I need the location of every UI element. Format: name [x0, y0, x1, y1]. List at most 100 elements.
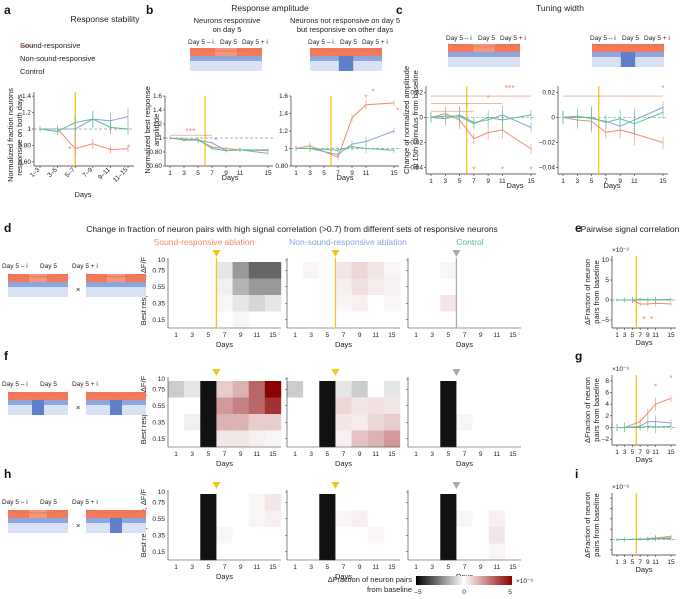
- heatmap-f-2-cell: [504, 414, 522, 431]
- heatmap-h-0-cell: [248, 543, 266, 561]
- plot-c2-xtick-label: 11: [631, 178, 638, 185]
- sig-star: *: [486, 93, 490, 103]
- heatmap-f-0-cell: [232, 381, 249, 398]
- heatmap-ytick-label: 0.35: [152, 532, 165, 539]
- diagram-day-label: Day 5: [478, 35, 495, 42]
- heatmap-h-2-cell: [440, 543, 457, 561]
- diagram-left-b-2-column: [110, 518, 122, 533]
- plot-b1-ytick-label: 0.60: [149, 163, 162, 170]
- heatmap-d-0-cell: [216, 262, 233, 279]
- plot-c2-xtick-label: 5: [590, 178, 594, 185]
- plot-e-xtick-label: 11: [652, 332, 659, 339]
- heatmap-pad: [287, 258, 400, 262]
- diagram-left-b-2-layer-top: [86, 510, 146, 518]
- heatmap-d-1-cell: [351, 311, 368, 329]
- heatmap-f-1-cell: [351, 381, 368, 398]
- panel-c: c Tuning width Change of normalized ampl…: [396, 3, 668, 190]
- diagram-left-a-0-curve: [7, 273, 69, 278]
- plot-a-xtick-label: 9–11: [97, 166, 112, 181]
- heatmap-h-2-cell: [504, 494, 522, 511]
- plot-c2-xtick-label: 3: [575, 178, 579, 185]
- heatmap-xtick-label: 1: [174, 564, 178, 571]
- diagram-left-a-0-highlight: [29, 274, 47, 282]
- heatmap-h-0-cell: [264, 510, 282, 528]
- heatmap-h-2-cell: [488, 494, 506, 511]
- plot-e-xtick-label: 5: [631, 332, 635, 339]
- diagram-left-a-2-layer-mid: [8, 518, 68, 523]
- heatmap-d-1-cell: [287, 295, 304, 312]
- heatmap-f-2-cell: [424, 414, 441, 431]
- heatmap-f-2-cell: [408, 397, 425, 415]
- plot-i-xtick-label: 9: [646, 559, 650, 566]
- heatmap-f-0-cell: [232, 414, 249, 431]
- heatmap-f-0-cell: [232, 397, 249, 415]
- heatmap-h-1-cell: [351, 543, 368, 561]
- heatmap-xtick-label: 11: [253, 332, 260, 339]
- diagram-day-label: Day 5 + i: [242, 39, 268, 46]
- heatmap-xtick-label: 1: [293, 564, 297, 571]
- panel-b-sub2-line1: Neurons not responsive on day 5: [290, 16, 400, 25]
- heatmap-ytick-label: 0.75: [152, 386, 165, 393]
- heatmap-xtick-label: 15: [269, 332, 277, 339]
- diagram-day-label: Day 5 + i: [644, 35, 670, 42]
- heatmap-d-0-cell: [200, 278, 217, 296]
- heatmap-d-2-cell: [456, 311, 473, 329]
- plot-b1-ytick-label: 1.6: [153, 93, 162, 100]
- heatmap-d-2-cell: [472, 295, 489, 312]
- heatmap-h-0-cell: [216, 494, 233, 511]
- heatmap-xlabel: Days: [216, 572, 233, 581]
- heatmap-f-2-cell: [408, 430, 425, 448]
- cbar-gradient: [416, 576, 512, 585]
- plot-b1-xtick-label: 3: [182, 170, 186, 177]
- sig-star: *: [529, 165, 533, 175]
- diagram-day-label: Day 5 + i: [500, 35, 526, 42]
- heatmap-f-1-cell: [383, 430, 401, 448]
- panel-b-sub1-line1: Neurons responsive: [194, 16, 261, 25]
- plot-g-series-2: [617, 425, 672, 428]
- heatmap-h-1-cell: [287, 510, 304, 528]
- heatmap-h-2-cell: [424, 510, 441, 528]
- panel-letter-i: i: [575, 467, 578, 481]
- heatmap-d-1-cell: [351, 295, 368, 312]
- plot-c1-xtick-label: 1: [429, 178, 433, 185]
- heatmap-d-2-cell: [424, 262, 441, 279]
- panel-a-xlabel: Days: [74, 190, 91, 199]
- heatmap-f-0-cell: [264, 397, 282, 415]
- diagram-day-label: Day 5 + i: [362, 39, 388, 46]
- ablation-marker: [331, 369, 340, 376]
- heatmap-d-2-cell: [488, 278, 506, 296]
- plot-e-xtick-label: 9: [646, 332, 650, 339]
- heatmap-d-2-cell: [504, 262, 522, 279]
- heatmap-f-1-cell: [351, 397, 368, 415]
- heatmap-h-2-cell: [408, 494, 425, 511]
- heatmap-d-1-cell: [335, 311, 352, 329]
- heatmap-f-0-cell: [168, 430, 185, 448]
- heatmap-h-2-cell: [488, 510, 506, 528]
- heatmap-f-2-cell: [488, 414, 506, 431]
- panel-a: a Response stability Sound-responsive No…: [4, 3, 140, 199]
- panel-letter-c: c: [396, 3, 403, 17]
- heatmap-d-2-cell: [472, 311, 489, 329]
- cbar-label-2: from baseline: [367, 585, 412, 594]
- plot-i-series-2: [617, 537, 672, 540]
- heatmap-h-1-cell: [319, 527, 336, 544]
- plot-e-ytick-label: 5: [605, 277, 609, 284]
- heatmap-f-1-cell: [303, 397, 320, 415]
- plot-c2-xtick-label: 15: [659, 178, 667, 185]
- heatmap-h-0-cell: [184, 494, 201, 511]
- heatmap-h-2-cell: [424, 494, 441, 511]
- panel-i-exp: ×10⁻³: [612, 484, 629, 491]
- plot-c1-xtick-label: 9: [486, 178, 490, 185]
- heatmap-h-1-cell: [367, 510, 385, 528]
- plot-c2-series-0: [562, 116, 664, 144]
- heatmap-f-1-cell: [351, 430, 368, 448]
- sig-stars: ***: [185, 126, 196, 136]
- heatmap-h-1-cell: [303, 543, 320, 561]
- heatmap-xtick-label: 3: [309, 564, 313, 571]
- plot-c2-ytick-label: –0.04: [539, 165, 556, 172]
- heatmap-ytick-label: 0.75: [152, 499, 165, 506]
- heatmap-d-2-cell: [408, 295, 425, 312]
- heatmap-f-2-cell: [488, 430, 506, 448]
